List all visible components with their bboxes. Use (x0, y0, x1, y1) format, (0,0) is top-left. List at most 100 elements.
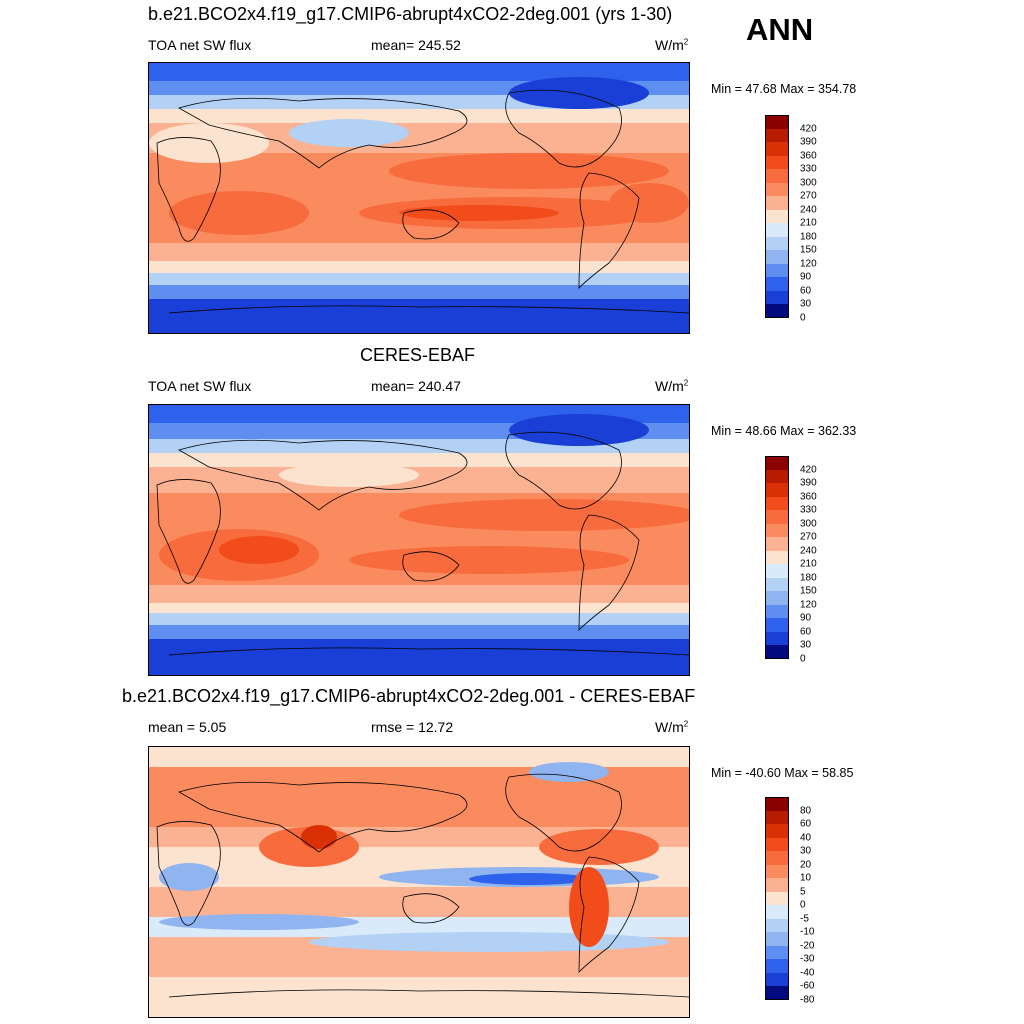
colorbar-tick-label: 120 (800, 599, 817, 610)
colorbar-tick-label: -40 (800, 967, 815, 978)
colorbar-tick-label: 30 (800, 639, 812, 651)
colorbar-tick-label: 90 (800, 271, 812, 283)
colorbar-tick-label: 390 (800, 136, 817, 148)
colorbar-swatch (765, 577, 789, 591)
colorbar-tick-label: 30 (800, 298, 812, 310)
colorbar-tick-label: 10 (800, 872, 812, 884)
panel-3-title: b.e21.BCO2x4.f19_g17.CMIP6-abrupt4xCO2-2… (122, 686, 696, 706)
panel-1-mean-label: mean= 245.52 (371, 37, 461, 53)
colorbar-swatch (765, 483, 789, 497)
colorbar-tick-label: 300 (800, 177, 817, 188)
colorbar-swatch (765, 618, 789, 632)
colorbar-swatch (765, 223, 789, 237)
colorbar-swatch (765, 290, 789, 304)
colorbar-swatch (765, 263, 789, 277)
colorbar-tick-label: 240 (800, 204, 817, 215)
colorbar-swatch (765, 523, 789, 537)
colorbar-swatch (765, 510, 789, 524)
colorbar-swatch (765, 236, 789, 250)
colorbar-swatch (765, 169, 789, 183)
panel-3-rmse-label: rmse = 12.72 (371, 719, 454, 735)
colorbar-swatch (765, 972, 789, 986)
colorbar-swatch (765, 155, 789, 169)
colorbar-tick-label: -20 (800, 940, 815, 951)
panel-2-units: W/m2 (655, 378, 689, 394)
colorbar-swatch (765, 945, 789, 959)
panel-1-title: b.e21.BCO2x4.f19_g17.CMIP6-abrupt4xCO2-2… (148, 4, 673, 24)
panel-1-units: W/m2 (655, 37, 689, 53)
colorbar-tick-label: 420 (800, 464, 817, 475)
colorbar-swatch (765, 824, 789, 838)
colorbar-tick-label: 240 (800, 545, 817, 556)
colorbar-swatch (765, 604, 789, 618)
colorbar-swatch (765, 142, 789, 156)
panel-2-variable-label: TOA net SW flux (148, 378, 252, 394)
panel-1-colorbar (765, 115, 789, 318)
colorbar-swatch (765, 277, 789, 291)
colorbar-tick-label: 0 (800, 899, 806, 911)
colorbar-tick-label: -80 (800, 994, 815, 1005)
season-label: ANN (746, 12, 814, 47)
colorbar-tick-label: -10 (800, 926, 815, 938)
colorbar-swatch (765, 496, 789, 510)
colorbar-tick-label: 300 (800, 518, 817, 529)
colorbar-tick-label: 270 (800, 531, 817, 543)
colorbar-tick-label: 180 (800, 572, 817, 583)
colorbar-tick-label: 0 (800, 653, 806, 664)
colorbar-swatch (765, 128, 789, 142)
panel-2-minmax: Min = 48.66 Max = 362.33 (711, 424, 857, 438)
panel-1-minmax: Min = 47.68 Max = 354.78 (711, 82, 857, 96)
colorbar-tick-label: 330 (800, 504, 817, 516)
panel-2-mean-label: mean= 240.47 (371, 378, 461, 394)
colorbar-swatch (765, 591, 789, 605)
panel-1-map (148, 62, 690, 334)
colorbar-tick-label: 180 (800, 231, 817, 242)
colorbar-tick-label: 120 (800, 258, 817, 269)
colorbar-tick-label: 90 (800, 612, 812, 624)
colorbar-swatch (765, 837, 789, 851)
colorbar-tick-label: 270 (800, 190, 817, 202)
colorbar-swatch (765, 986, 789, 1000)
colorbar-swatch (765, 918, 789, 932)
colorbar-tick-label: -30 (800, 953, 815, 965)
colorbar-tick-label: 360 (800, 491, 817, 502)
colorbar-swatch (765, 456, 789, 470)
colorbar-tick-label: 60 (800, 818, 812, 830)
panel-3-colorbar (765, 797, 789, 1000)
colorbar-tick-label: -5 (800, 913, 809, 924)
colorbar-tick-label: 40 (800, 832, 812, 843)
colorbar-tick-label: 330 (800, 163, 817, 175)
panel-3-map (148, 746, 690, 1018)
colorbar-tick-label: 80 (800, 805, 812, 816)
panel-2-title: CERES-EBAF (360, 345, 476, 365)
colorbar-swatch (765, 905, 789, 919)
colorbar-tick-label: 20 (800, 859, 812, 870)
colorbar-swatch (765, 851, 789, 865)
colorbar-swatch (765, 645, 789, 659)
colorbar-swatch (765, 115, 789, 129)
colorbar-swatch (765, 469, 789, 483)
colorbar-tick-label: 0 (800, 312, 806, 323)
colorbar-swatch (765, 196, 789, 210)
colorbar-swatch (765, 891, 789, 905)
colorbar-swatch (765, 631, 789, 645)
panel-3-units: W/m2 (655, 719, 689, 735)
colorbar-swatch (765, 797, 789, 811)
colorbar-tick-label: 150 (800, 585, 817, 597)
colorbar-swatch (765, 304, 789, 318)
colorbar-tick-label: 390 (800, 477, 817, 489)
colorbar-swatch (765, 537, 789, 551)
panel-3-minmax: Min = -40.60 Max = 58.85 (711, 766, 854, 780)
colorbar-swatch (765, 209, 789, 223)
colorbar-swatch (765, 182, 789, 196)
colorbar-swatch (765, 878, 789, 892)
colorbar-tick-label: 210 (800, 217, 817, 229)
colorbar-swatch (765, 564, 789, 578)
colorbar-tick-label: 150 (800, 244, 817, 256)
colorbar-swatch (765, 959, 789, 973)
panel-3-mean-label: mean = 5.05 (148, 719, 227, 735)
colorbar-tick-label: -60 (800, 980, 815, 992)
panel-2-colorbar (765, 456, 789, 659)
colorbar-tick-label: 60 (800, 285, 812, 296)
colorbar-tick-label: 210 (800, 558, 817, 570)
